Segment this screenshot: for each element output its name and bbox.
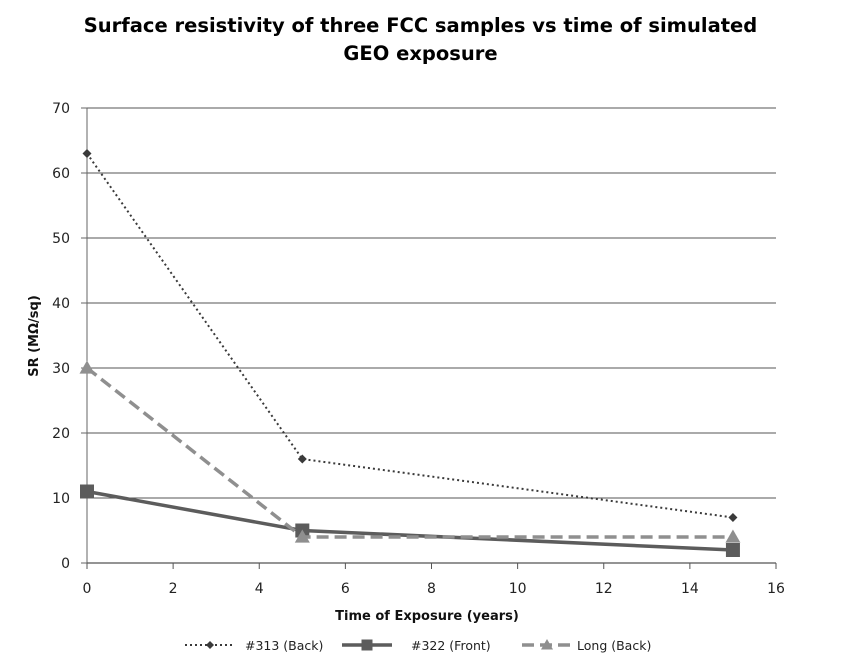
legend-label: #322 (Front) [411, 638, 491, 653]
x-tick-label: 8 [427, 581, 436, 597]
axes [81, 107, 776, 564]
y-axis-ticks: 0 10 20 30 40 50 60 70 [52, 101, 70, 572]
legend: #313 (Back) #322 (Front) Long (Back) [185, 638, 651, 653]
legend-marker [206, 641, 214, 649]
series-line [86, 489, 734, 552]
y-tick-label: 20 [52, 426, 70, 442]
series-line [86, 152, 734, 519]
series-1 [82, 149, 738, 522]
data-point [725, 529, 741, 543]
chart-title-line-2: GEO exposure [343, 42, 498, 65]
data-point [82, 149, 92, 158]
x-axis-ticks: 0 2 4 6 8 10 12 14 16 [83, 563, 785, 597]
x-tick-label: 0 [83, 581, 92, 597]
chart-title: Surface resistivity of three FCC samples… [0, 12, 841, 68]
series-line [85, 366, 733, 539]
legend-item: Long (Back) [522, 638, 651, 653]
x-tick-label: 6 [341, 581, 350, 597]
legend-marker [541, 639, 553, 650]
legend-item: #313 (Back) [185, 638, 323, 653]
chart-title-line-1: Surface resistivity of three FCC samples… [83, 14, 758, 37]
series-2 [80, 484, 740, 557]
data-point [725, 543, 740, 557]
y-tick-label: 30 [52, 361, 70, 377]
data-point [728, 513, 738, 522]
data-point [297, 454, 307, 464]
legend-label: #313 (Back) [245, 638, 323, 653]
data-point [79, 360, 95, 374]
data-point [294, 529, 310, 543]
x-tick-label: 14 [681, 581, 699, 597]
y-axis-label: SR (MΩ/sq) [27, 295, 42, 377]
y-tick-label: 70 [52, 101, 70, 117]
gridlines [87, 107, 776, 499]
legend-item: #322 (Front) [342, 638, 491, 653]
y-tick-label: 40 [52, 296, 70, 312]
legend-marker [361, 639, 373, 651]
series-3 [79, 360, 741, 543]
data-point [80, 484, 94, 499]
x-tick-label: 2 [169, 581, 178, 597]
y-tick-label: 10 [52, 491, 70, 507]
x-tick-label: 10 [509, 581, 527, 597]
x-tick-label: 16 [767, 581, 785, 597]
x-axis-label: Time of Exposure (years) [335, 609, 519, 624]
legend-label: Long (Back) [577, 638, 651, 653]
y-tick-label: 60 [52, 166, 70, 182]
x-tick-label: 4 [255, 581, 264, 597]
x-tick-label: 12 [595, 581, 613, 597]
y-tick-label: 0 [61, 556, 70, 572]
y-tick-label: 50 [52, 231, 70, 247]
series-group [79, 149, 741, 557]
